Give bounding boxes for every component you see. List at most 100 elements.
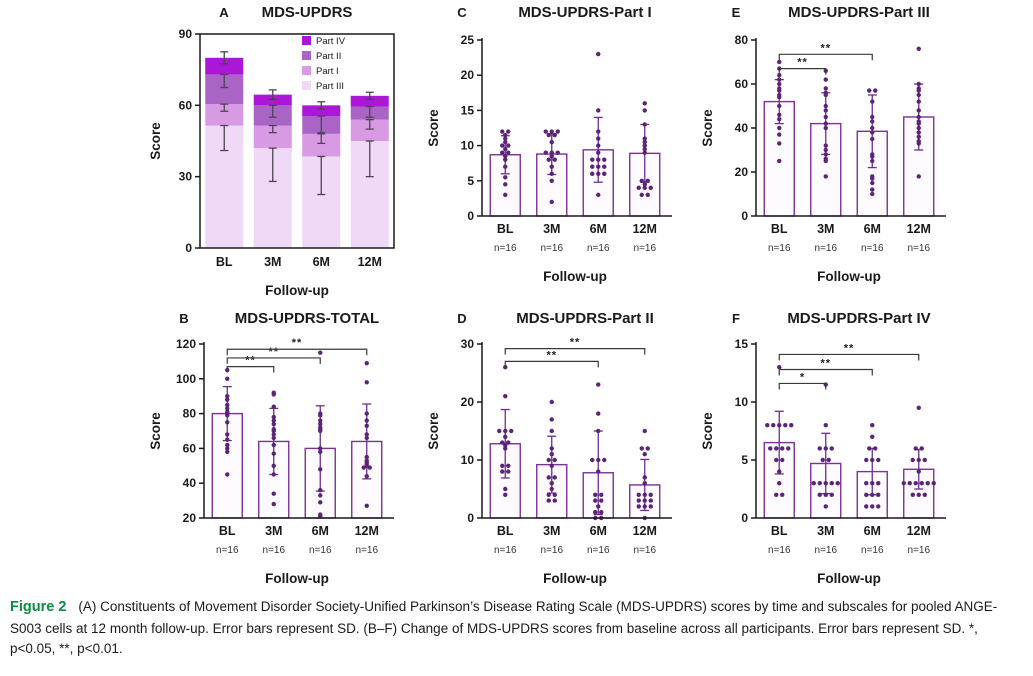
svg-text:n=16: n=16 — [633, 243, 656, 254]
svg-text:n=16: n=16 — [355, 545, 378, 556]
svg-text:Score: Score — [148, 122, 163, 160]
svg-text:3M: 3M — [817, 222, 834, 236]
svg-text:n=16: n=16 — [540, 545, 563, 556]
svg-text:Part IV: Part IV — [316, 36, 346, 47]
svg-text:n=16: n=16 — [907, 243, 930, 254]
caption-text: (A) Constituents of Movement Disorder So… — [10, 599, 998, 656]
svg-text:5: 5 — [741, 453, 748, 467]
svg-text:10: 10 — [461, 139, 475, 153]
svg-text:100: 100 — [176, 372, 196, 386]
panel-c-part1-chart: C MDS-UPDRS-Part I Score Follow-up 0 5 10 15 20 2… — [426, 4, 672, 284]
svg-text:3M: 3M — [543, 524, 560, 538]
svg-text:6M: 6M — [312, 524, 329, 538]
svg-text:Score: Score — [700, 412, 715, 450]
svg-text:25: 25 — [461, 33, 475, 47]
svg-text:Follow-up: Follow-up — [265, 283, 329, 298]
svg-text:0: 0 — [467, 511, 474, 525]
svg-text:Follow-up: Follow-up — [817, 571, 881, 586]
panel-b-total-chart: B MDS-UPDRS-TOTAL Score Follow-up 20 40 60 80 10… — [148, 310, 394, 586]
svg-text:n=16: n=16 — [587, 243, 610, 254]
svg-text:60: 60 — [735, 77, 749, 91]
svg-text:MDS-UPDRS-Part I: MDS-UPDRS-Part I — [518, 4, 651, 21]
svg-text:120: 120 — [176, 337, 196, 351]
svg-text:6M: 6M — [864, 524, 881, 538]
svg-text:30: 30 — [461, 337, 475, 351]
svg-text:MDS-UPDRS-Part II: MDS-UPDRS-Part II — [516, 310, 654, 327]
svg-text:3M: 3M — [543, 222, 560, 236]
svg-text:n=16: n=16 — [814, 243, 837, 254]
svg-text:B: B — [179, 311, 188, 326]
panel-f-part4-chart: F MDS-UPDRS-Part IV Score Follow-up 0 5 10 15 BL… — [700, 310, 946, 586]
svg-text:**: ** — [268, 346, 279, 358]
svg-text:Score: Score — [148, 412, 163, 450]
svg-text:60: 60 — [183, 441, 197, 455]
svg-text:12M: 12M — [355, 524, 379, 538]
svg-text:12M: 12M — [633, 524, 657, 538]
svg-text:**: ** — [245, 355, 256, 367]
svg-text:20: 20 — [461, 68, 475, 82]
svg-text:20: 20 — [183, 511, 197, 525]
svg-text:**: ** — [546, 349, 557, 361]
svg-text:n=16: n=16 — [494, 243, 517, 254]
svg-text:Part I: Part I — [316, 66, 339, 77]
svg-text:40: 40 — [735, 121, 749, 135]
svg-text:60: 60 — [179, 98, 193, 112]
svg-text:BL: BL — [771, 222, 788, 236]
svg-text:15: 15 — [461, 103, 475, 117]
svg-text:F: F — [732, 311, 740, 326]
svg-text:n=16: n=16 — [540, 243, 563, 254]
svg-text:Score: Score — [426, 412, 441, 450]
svg-text:3M: 3M — [264, 255, 281, 269]
svg-text:90: 90 — [179, 27, 193, 41]
svg-text:12M: 12M — [358, 255, 382, 269]
svg-text:n=16: n=16 — [907, 545, 930, 556]
svg-text:*: * — [800, 371, 805, 383]
svg-text:n=16: n=16 — [309, 545, 332, 556]
svg-text:12M: 12M — [907, 222, 931, 236]
svg-text:5: 5 — [467, 174, 474, 188]
svg-text:20: 20 — [735, 165, 749, 179]
svg-text:**: ** — [844, 342, 855, 354]
svg-text:6M: 6M — [313, 255, 330, 269]
svg-text:n=16: n=16 — [861, 243, 884, 254]
caption-label: Figure 2 — [10, 599, 67, 615]
svg-text:BL: BL — [497, 524, 514, 538]
svg-text:**: ** — [820, 358, 831, 370]
svg-text:n=16: n=16 — [587, 545, 610, 556]
svg-text:Score: Score — [426, 109, 441, 147]
svg-text:Follow-up: Follow-up — [543, 269, 607, 284]
svg-text:0: 0 — [185, 241, 192, 255]
svg-text:3M: 3M — [817, 524, 834, 538]
svg-text:n=16: n=16 — [633, 545, 656, 556]
svg-text:n=16: n=16 — [861, 545, 884, 556]
svg-text:0: 0 — [741, 511, 748, 525]
svg-text:n=16: n=16 — [262, 545, 285, 556]
panel-d-part2-chart: D MDS-UPDRS-Part II Score Follow-up 0 10 20 30 B… — [426, 310, 672, 586]
svg-text:MDS-UPDRS: MDS-UPDRS — [262, 4, 353, 21]
svg-text:12M: 12M — [633, 222, 657, 236]
svg-text:6M: 6M — [590, 524, 607, 538]
svg-text:A: A — [219, 5, 229, 20]
svg-text:Follow-up: Follow-up — [817, 269, 881, 284]
svg-text:80: 80 — [183, 407, 197, 421]
svg-text:20: 20 — [461, 395, 475, 409]
panel-e-part3-chart: E MDS-UPDRS-Part III Score Follow-up 0 20 40 60… — [700, 4, 946, 284]
svg-text:E: E — [732, 5, 741, 20]
svg-text:10: 10 — [735, 395, 749, 409]
svg-text:40: 40 — [183, 476, 197, 490]
svg-text:**: ** — [292, 337, 303, 349]
panel-a-stacked-bar-chart: A MDS-UPDRS Score Follow-up 0 30 60 90 BL 3M 6M 12M… — [148, 4, 395, 298]
svg-text:n=16: n=16 — [768, 545, 791, 556]
svg-text:MDS-UPDRS-TOTAL: MDS-UPDRS-TOTAL — [235, 310, 379, 327]
svg-text:**: ** — [570, 337, 581, 349]
svg-text:15: 15 — [735, 337, 749, 351]
svg-text:**: ** — [797, 57, 808, 69]
svg-text:3M: 3M — [265, 524, 282, 538]
svg-text:10: 10 — [461, 453, 475, 467]
svg-text:30: 30 — [179, 170, 193, 184]
svg-text:BL: BL — [219, 524, 236, 538]
svg-text:Follow-up: Follow-up — [265, 571, 329, 586]
svg-text:**: ** — [820, 42, 831, 54]
svg-text:n=16: n=16 — [814, 545, 837, 556]
